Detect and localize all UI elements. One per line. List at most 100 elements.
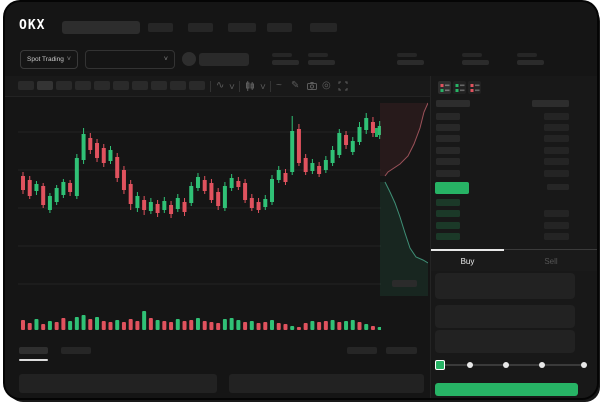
market-type-selector[interactable]: Spot Trading ˅ — [20, 50, 78, 69]
order-price-input[interactable] — [435, 273, 575, 299]
okx-app-window: OKX Spot Trading ˅ ˅ — [5, 2, 597, 398]
nav-item-skeleton[interactable] — [148, 23, 173, 32]
book-price-skeleton — [436, 199, 460, 206]
account-button[interactable] — [199, 53, 249, 66]
toolbar-divider — [270, 81, 271, 92]
bottom-panel-skeleton[interactable] — [229, 374, 424, 393]
stat-label-skeleton — [272, 53, 292, 57]
book-price-skeleton — [436, 135, 460, 142]
timeframe-button[interactable] — [132, 81, 148, 90]
stat-label-skeleton — [308, 53, 328, 57]
timeframe-button-active[interactable] — [37, 81, 53, 90]
indicator-wave-icon[interactable]: ∿ — [216, 80, 225, 91]
stat-value-skeleton — [517, 60, 544, 65]
book-header-amount-skeleton — [532, 100, 569, 107]
timeframe-button[interactable] — [75, 81, 91, 90]
amount-slider-track[interactable] — [439, 364, 584, 366]
stat-value-skeleton — [462, 60, 489, 65]
buy-tab[interactable]: Buy — [460, 256, 475, 266]
target-icon[interactable]: ◎ — [322, 80, 331, 91]
chevron-down-icon: ˅ — [66, 56, 71, 63]
chevron-down-icon[interactable]: ˅ — [260, 82, 266, 93]
timeframe-button[interactable] — [113, 81, 129, 90]
chevron-down-icon: ˅ — [163, 56, 168, 63]
candlestick-chart — [18, 113, 382, 285]
stat-label-skeleton — [397, 53, 417, 57]
book-amount-skeleton — [544, 210, 569, 217]
order-amount-input[interactable] — [435, 305, 575, 328]
book-header-price-skeleton — [436, 100, 470, 107]
book-amount-skeleton — [544, 135, 569, 142]
book-view-combined-icon[interactable] — [438, 81, 451, 94]
bottom-mini-tab[interactable] — [386, 347, 417, 354]
depth-label-skeleton — [392, 280, 417, 287]
bottom-mini-tab[interactable] — [347, 347, 377, 354]
last-price-tick — [375, 128, 378, 137]
order-total-input[interactable] — [435, 330, 575, 353]
volume-bars — [21, 311, 382, 330]
book-price-skeleton — [436, 124, 460, 131]
bottom-tab-active[interactable] — [19, 347, 48, 354]
book-amount-skeleton — [544, 222, 569, 229]
toolbar-divider — [210, 81, 211, 92]
bottom-tab[interactable] — [61, 347, 91, 354]
sell-tab[interactable]: Sell — [544, 256, 558, 266]
book-price-skeleton — [436, 113, 460, 120]
amount-slider-handle[interactable] — [435, 360, 445, 370]
book-price-skeleton — [436, 233, 460, 240]
timeframe-button[interactable] — [170, 81, 186, 90]
market-type-label: Spot Trading — [27, 56, 64, 63]
timeframe-button[interactable] — [56, 81, 72, 90]
toolbar-divider — [239, 81, 240, 92]
bottom-panel-skeleton[interactable] — [19, 374, 217, 393]
stat-value-skeleton — [397, 60, 424, 65]
last-price-row[interactable] — [435, 182, 469, 194]
depth-chart-strip — [380, 100, 429, 296]
candle-type-icon[interactable] — [245, 79, 255, 91]
nav-item-skeleton[interactable] — [228, 23, 256, 32]
orderbook-panel: Buy Sell — [430, 76, 597, 398]
trade-tabbar: Buy Sell — [431, 249, 597, 271]
book-amount-skeleton — [547, 184, 569, 190]
buy-submit-button[interactable] — [435, 383, 578, 396]
camera-icon[interactable] — [307, 79, 317, 91]
okx-logo: OKX — [19, 18, 46, 33]
book-amount-skeleton — [544, 233, 569, 240]
slider-stop-dot[interactable] — [467, 362, 473, 368]
bottom-tab-underline — [19, 359, 48, 361]
fullscreen-icon[interactable] — [338, 79, 348, 91]
nav-item-skeleton[interactable] — [267, 23, 292, 32]
stat-label-skeleton — [517, 53, 537, 57]
book-amount-skeleton — [544, 124, 569, 131]
draw-pencil-icon[interactable]: ✎ — [291, 80, 300, 91]
slider-stop-dot[interactable] — [581, 362, 587, 368]
chart-canvas[interactable] — [18, 100, 382, 295]
depth-chart — [380, 102, 429, 296]
nav-item-skeleton[interactable] — [310, 23, 337, 32]
stat-label-skeleton — [462, 53, 482, 57]
chevron-down-icon[interactable]: ˅ — [229, 82, 235, 93]
nav-item-skeleton[interactable] — [188, 23, 213, 32]
timeframe-button[interactable] — [18, 81, 34, 90]
slider-stop-dot[interactable] — [503, 362, 509, 368]
active-tab-indicator — [431, 249, 504, 251]
book-view-asks-icon[interactable] — [468, 81, 481, 94]
book-view-bids-icon[interactable] — [453, 81, 466, 94]
book-price-skeleton — [436, 222, 460, 229]
line-tool-icon[interactable]: ~ — [276, 80, 282, 91]
book-amount-skeleton — [544, 158, 569, 165]
timeframe-button[interactable] — [151, 81, 167, 90]
timeframe-button[interactable] — [94, 81, 110, 90]
search-input[interactable] — [62, 21, 140, 34]
slider-stop-dot[interactable] — [539, 362, 545, 368]
book-amount-skeleton — [544, 170, 569, 177]
avatar[interactable] — [182, 52, 196, 66]
book-price-skeleton — [436, 158, 460, 165]
pair-selector[interactable]: ˅ — [85, 50, 175, 69]
book-price-skeleton — [436, 170, 460, 177]
book-amount-skeleton — [544, 147, 569, 154]
book-amount-skeleton — [544, 113, 569, 120]
timeframe-button[interactable] — [189, 81, 205, 90]
stat-value-skeleton — [272, 60, 299, 65]
